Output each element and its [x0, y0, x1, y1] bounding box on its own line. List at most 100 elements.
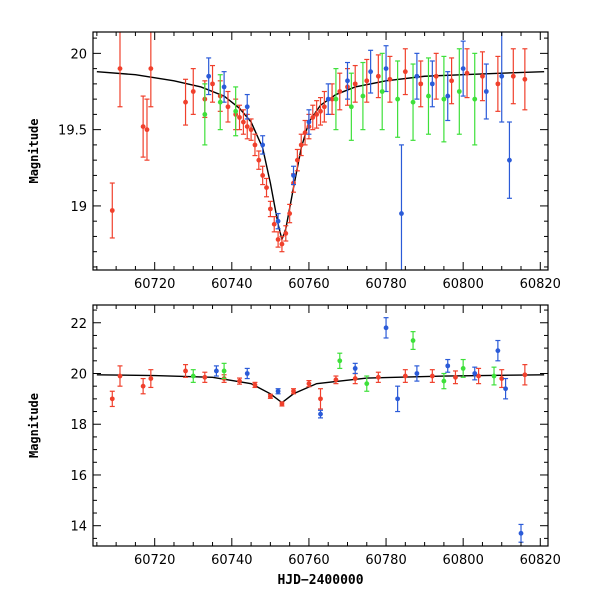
x-tick-label: 60820	[520, 277, 561, 292]
point-marker	[337, 89, 343, 94]
point-marker	[109, 396, 115, 402]
data-point	[402, 369, 408, 383]
y-axis-label: Magnitude	[27, 393, 41, 458]
data-point	[294, 148, 300, 172]
data-point	[221, 362, 227, 380]
point-marker	[267, 393, 273, 399]
data-point	[291, 165, 297, 186]
data-point	[383, 317, 389, 339]
data-point	[202, 371, 208, 383]
point-marker	[402, 69, 408, 75]
data-point	[414, 365, 420, 382]
data-point	[225, 90, 231, 123]
data-point	[283, 225, 289, 242]
point-marker	[352, 376, 358, 381]
data-point	[318, 97, 323, 126]
data-point	[237, 377, 243, 385]
point-marker	[260, 173, 266, 178]
point-marker	[210, 81, 215, 87]
point-marker	[325, 96, 331, 102]
data-point	[425, 57, 431, 135]
data-point	[233, 86, 239, 137]
point-marker	[383, 325, 389, 331]
data-point	[387, 55, 393, 103]
series-0	[109, 32, 528, 253]
data-point	[506, 121, 512, 199]
y-tick-label: 16	[70, 469, 87, 484]
data-point	[364, 375, 370, 392]
data-point	[325, 83, 331, 115]
point-marker	[426, 93, 431, 99]
data-point	[237, 104, 243, 131]
point-marker	[495, 348, 501, 354]
point-marker	[429, 373, 435, 379]
x-tick-label: 60800	[442, 277, 483, 292]
point-marker	[456, 89, 462, 94]
data-point	[287, 203, 293, 224]
point-marker	[507, 157, 512, 163]
data-point	[445, 358, 451, 373]
point-marker	[314, 111, 320, 117]
x-tick-label: 60780	[365, 277, 406, 292]
data-point	[445, 71, 451, 122]
bottom-panel: 60720 60740 60760 60780 60800 60820 14 16 18 20 22…	[27, 304, 561, 588]
data-point	[117, 32, 123, 108]
point-marker	[364, 78, 370, 84]
data-point	[210, 64, 216, 103]
data-point	[310, 104, 316, 131]
data-point	[414, 52, 420, 100]
point-marker	[445, 93, 451, 99]
data-point	[449, 57, 455, 105]
data-point	[522, 48, 528, 111]
point-marker	[260, 142, 266, 148]
point-marker	[337, 358, 343, 364]
data-point	[318, 388, 323, 410]
data-point	[348, 72, 354, 141]
point-marker	[310, 115, 316, 120]
point-marker	[429, 81, 435, 87]
point-marker	[352, 81, 358, 87]
data-point	[456, 48, 462, 135]
series-1	[206, 32, 512, 270]
point-marker	[206, 73, 212, 79]
point-marker	[202, 374, 208, 380]
data-point	[398, 144, 404, 270]
x-tick-label: 60800	[442, 553, 483, 568]
data-point	[472, 52, 478, 146]
point-marker	[375, 374, 381, 380]
point-marker	[352, 366, 358, 371]
point-marker	[275, 218, 281, 224]
plot-frame	[92, 31, 549, 271]
point-marker	[183, 99, 188, 105]
data-point	[206, 57, 212, 96]
data-point	[244, 367, 250, 380]
point-marker	[418, 81, 424, 87]
point-marker	[237, 115, 242, 120]
point-marker	[144, 127, 150, 133]
point-marker	[375, 73, 381, 79]
point-marker	[252, 142, 258, 148]
point-marker	[279, 241, 285, 247]
point-marker	[213, 368, 219, 374]
data-point	[279, 401, 285, 407]
point-marker	[449, 78, 455, 84]
data-point	[306, 379, 312, 388]
point-marker	[445, 363, 451, 369]
data-point	[429, 369, 435, 383]
data-point	[491, 366, 497, 386]
data-point	[495, 55, 501, 112]
data-point	[499, 369, 505, 389]
model-curve-line	[96, 70, 545, 242]
point-marker	[318, 411, 323, 417]
plot-frame	[92, 304, 549, 547]
data-point	[264, 177, 270, 198]
point-marker	[402, 373, 408, 379]
point-marker	[480, 73, 485, 79]
point-marker	[414, 73, 420, 79]
point-marker	[318, 108, 323, 114]
point-marker	[491, 373, 497, 379]
data-point	[202, 83, 208, 146]
data-point	[395, 385, 401, 413]
point-marker	[368, 69, 374, 75]
point-marker	[190, 373, 196, 379]
